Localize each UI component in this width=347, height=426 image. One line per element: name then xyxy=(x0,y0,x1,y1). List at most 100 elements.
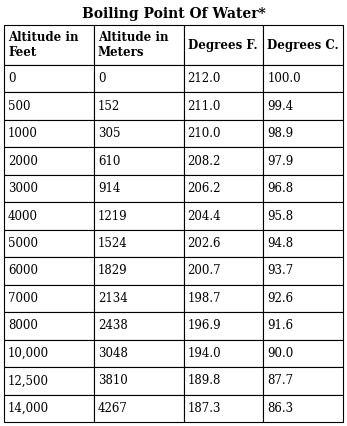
Bar xyxy=(263,202,343,230)
Bar xyxy=(4,257,94,285)
Text: 2000: 2000 xyxy=(8,155,38,167)
Text: 100.0: 100.0 xyxy=(267,72,301,85)
Bar xyxy=(4,65,94,92)
Bar xyxy=(263,367,343,394)
Bar xyxy=(4,340,94,367)
Bar xyxy=(94,312,184,340)
Text: 91.6: 91.6 xyxy=(267,320,294,332)
Text: 2438: 2438 xyxy=(98,320,128,332)
Bar xyxy=(263,257,343,285)
Bar xyxy=(184,147,263,175)
Bar xyxy=(184,175,263,202)
Text: 305: 305 xyxy=(98,127,120,140)
Text: 204.4: 204.4 xyxy=(188,210,221,222)
Bar xyxy=(4,147,94,175)
Text: 187.3: 187.3 xyxy=(188,402,221,415)
Text: 1219: 1219 xyxy=(98,210,127,222)
Text: 94.8: 94.8 xyxy=(267,237,294,250)
Text: Degrees C.: Degrees C. xyxy=(267,38,339,52)
Bar xyxy=(4,202,94,230)
Text: 6000: 6000 xyxy=(8,265,38,277)
Bar xyxy=(4,285,94,312)
Text: 12,500: 12,500 xyxy=(8,374,49,387)
Text: 206.2: 206.2 xyxy=(188,182,221,195)
Bar xyxy=(184,230,263,257)
Bar xyxy=(94,147,184,175)
Text: Degrees F.: Degrees F. xyxy=(188,38,257,52)
Text: 196.9: 196.9 xyxy=(188,320,221,332)
Bar xyxy=(263,312,343,340)
Text: 95.8: 95.8 xyxy=(267,210,294,222)
Text: 194.0: 194.0 xyxy=(188,347,221,360)
Bar xyxy=(184,257,263,285)
Text: 202.6: 202.6 xyxy=(188,237,221,250)
Bar xyxy=(94,175,184,202)
Bar xyxy=(184,285,263,312)
Text: 99.4: 99.4 xyxy=(267,100,294,113)
Text: 0: 0 xyxy=(8,72,16,85)
Text: 1829: 1829 xyxy=(98,265,127,277)
Text: 200.7: 200.7 xyxy=(188,265,221,277)
Bar xyxy=(94,367,184,394)
Text: 5000: 5000 xyxy=(8,237,38,250)
Bar xyxy=(184,312,263,340)
Bar xyxy=(184,202,263,230)
Bar xyxy=(94,394,184,422)
Text: 4000: 4000 xyxy=(8,210,38,222)
Bar xyxy=(263,394,343,422)
Bar xyxy=(184,394,263,422)
Bar xyxy=(263,340,343,367)
Text: Altitude in
Meters: Altitude in Meters xyxy=(98,31,168,59)
Text: 7000: 7000 xyxy=(8,292,38,305)
Bar xyxy=(184,340,263,367)
Bar xyxy=(4,92,94,120)
Text: 3810: 3810 xyxy=(98,374,128,387)
Bar xyxy=(263,230,343,257)
Bar xyxy=(184,120,263,147)
Bar xyxy=(263,175,343,202)
Bar xyxy=(94,340,184,367)
Bar xyxy=(94,202,184,230)
Text: 93.7: 93.7 xyxy=(267,265,294,277)
Text: Altitude in
Feet: Altitude in Feet xyxy=(8,31,78,59)
Text: 8000: 8000 xyxy=(8,320,38,332)
Text: 1524: 1524 xyxy=(98,237,128,250)
Bar xyxy=(4,175,94,202)
Bar xyxy=(4,367,94,394)
Text: 0: 0 xyxy=(98,72,105,85)
Text: 10,000: 10,000 xyxy=(8,347,49,360)
Bar xyxy=(184,92,263,120)
Text: 86.3: 86.3 xyxy=(267,402,294,415)
Text: Boiling Point Of Water*: Boiling Point Of Water* xyxy=(82,7,265,21)
Text: 212.0: 212.0 xyxy=(188,72,221,85)
Text: 3000: 3000 xyxy=(8,182,38,195)
Bar xyxy=(94,257,184,285)
Bar xyxy=(4,230,94,257)
Text: 210.0: 210.0 xyxy=(188,127,221,140)
Text: 2134: 2134 xyxy=(98,292,128,305)
Text: 208.2: 208.2 xyxy=(188,155,221,167)
Text: 87.7: 87.7 xyxy=(267,374,294,387)
Bar xyxy=(263,120,343,147)
Text: 96.8: 96.8 xyxy=(267,182,294,195)
Bar xyxy=(263,25,343,65)
Bar xyxy=(184,65,263,92)
Bar xyxy=(263,285,343,312)
Bar xyxy=(4,394,94,422)
Bar xyxy=(4,312,94,340)
Text: 211.0: 211.0 xyxy=(188,100,221,113)
Bar xyxy=(184,25,263,65)
Bar xyxy=(4,25,94,65)
Text: 189.8: 189.8 xyxy=(188,374,221,387)
Text: 4267: 4267 xyxy=(98,402,128,415)
Bar xyxy=(94,92,184,120)
Text: 914: 914 xyxy=(98,182,120,195)
Text: 1000: 1000 xyxy=(8,127,38,140)
Text: 500: 500 xyxy=(8,100,31,113)
Text: 98.9: 98.9 xyxy=(267,127,294,140)
Bar xyxy=(94,285,184,312)
Text: 92.6: 92.6 xyxy=(267,292,294,305)
Text: 14,000: 14,000 xyxy=(8,402,49,415)
Text: 97.9: 97.9 xyxy=(267,155,294,167)
Bar xyxy=(94,120,184,147)
